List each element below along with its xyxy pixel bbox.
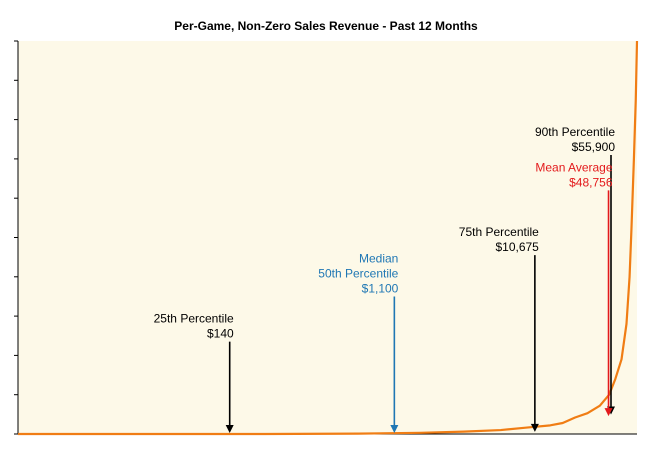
annotation-text-4-0: Mean Average <box>535 160 612 174</box>
annotation-label-4: Mean Average $48,756 <box>535 160 612 189</box>
annotation-label-2: 75th Percentile $10,675 <box>459 225 539 254</box>
annotation-text-4-1: $48,756 <box>569 175 613 189</box>
annotation-arrowhead-4 <box>604 408 613 417</box>
annotation-text-3-0: 90th Percentile <box>535 125 615 139</box>
plot-area <box>18 41 637 434</box>
annotation-arrowhead-2 <box>530 423 539 432</box>
series-line <box>18 40 639 436</box>
annotations: 25th Percentile $140 Median 50th Percentile… <box>154 125 615 433</box>
annotation-text-1-1: 50th Percentile <box>318 266 398 280</box>
annotation-text-1-0: Median <box>359 251 398 265</box>
annotation-text-2-1: $10,675 <box>495 240 539 254</box>
annotation-label-0: 25th Percentile $140 <box>154 312 234 341</box>
annotation-text-1-2: $1,100 <box>362 281 399 295</box>
annotation-text-0-0: 25th Percentile <box>154 312 234 326</box>
y-tick-marks <box>14 40 18 435</box>
annotation-arrowhead-1 <box>390 425 399 433</box>
chart-title: Per-Game, Non-Zero Sales Revenue - Past … <box>174 19 478 33</box>
annotation-text-0-1: $140 <box>207 327 234 341</box>
annotation-label-1: Median 50th Percentile $1,100 <box>318 251 398 295</box>
annotation-text-3-1: $55,900 <box>572 140 616 154</box>
annotation-arrowhead-0 <box>225 425 234 433</box>
annotation-label-3: 90th Percentile $55,900 <box>535 125 615 154</box>
annotation-text-2-0: 75th Percentile <box>459 225 539 239</box>
